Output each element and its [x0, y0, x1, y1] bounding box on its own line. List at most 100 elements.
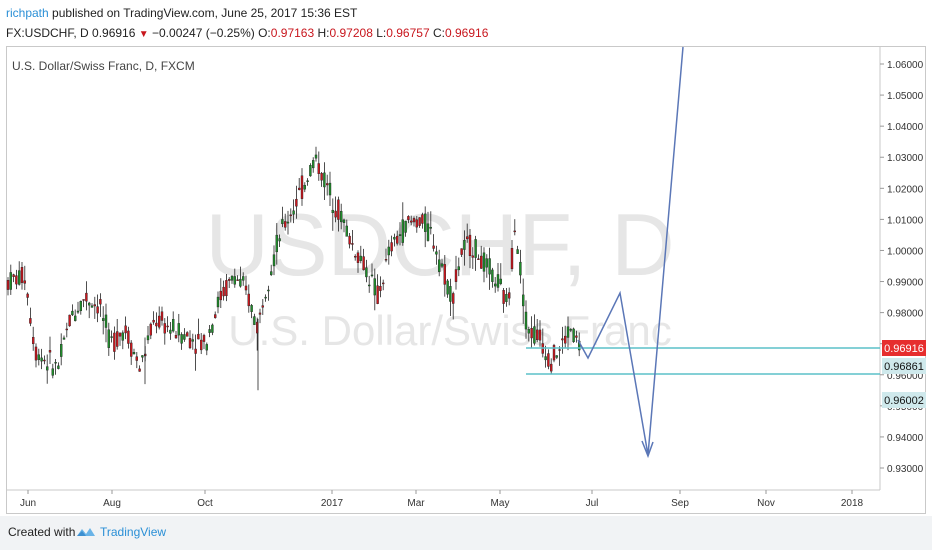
candle-body	[401, 219, 404, 243]
candle-body	[494, 283, 497, 287]
candle-body	[552, 345, 556, 361]
candle-body	[524, 311, 528, 330]
footer-bar: Created with TradingView	[0, 516, 932, 550]
low-value: 0.96757	[386, 26, 430, 40]
candle-body	[328, 182, 332, 196]
price-tick-label: 1.00000	[887, 246, 924, 257]
candle-body	[166, 325, 169, 328]
candle-body	[384, 259, 388, 261]
candle-body	[202, 335, 206, 342]
footer-brand-link[interactable]: TradingView	[100, 525, 167, 539]
candle-body	[152, 319, 155, 323]
candle-body	[379, 286, 382, 291]
candle-body	[398, 234, 402, 236]
candle-body	[199, 339, 203, 351]
candle-body	[362, 256, 365, 271]
candle-body	[340, 210, 343, 223]
candle-body	[396, 235, 399, 244]
candle-body	[368, 284, 371, 287]
candle-body	[550, 363, 553, 372]
last-price: 0.96916	[92, 26, 136, 40]
candle-body	[191, 339, 195, 342]
candle-body	[390, 242, 393, 252]
candle-body	[216, 296, 220, 308]
level-tag-2: 0.96002	[882, 392, 926, 408]
candle-body	[96, 306, 99, 314]
candle-body	[60, 344, 63, 357]
candle-body	[236, 279, 239, 281]
candle-body	[468, 234, 472, 257]
price-tick-label: 1.02000	[887, 184, 924, 195]
candle-body	[334, 210, 337, 218]
candle-body	[171, 319, 175, 332]
close-value: 0.96916	[444, 26, 489, 40]
candle-body	[115, 331, 119, 347]
candle-body	[365, 267, 368, 278]
candle-body	[26, 293, 29, 298]
candle-body	[37, 354, 40, 360]
candle-body	[160, 311, 164, 321]
candle-body	[29, 318, 32, 324]
candle-body	[82, 299, 85, 301]
candle-body	[18, 270, 21, 285]
chart-frame[interactable]	[6, 46, 926, 514]
candle-body	[261, 305, 264, 308]
candle-body	[457, 266, 460, 271]
candle-body	[48, 350, 52, 353]
time-tick-label: Jun	[20, 498, 36, 509]
candle-body	[110, 336, 113, 338]
time-tick-label: Oct	[197, 498, 213, 509]
candle-body	[124, 325, 127, 334]
time-tick-label: Nov	[757, 498, 775, 509]
candle-body	[477, 258, 480, 260]
candle-body	[233, 276, 237, 285]
last-price-tag: 0.96916	[882, 340, 926, 356]
candle-body	[180, 334, 183, 344]
price-tick-label: 0.94000	[887, 433, 924, 444]
projection-path[interactable]	[577, 46, 684, 456]
candle-body	[555, 355, 558, 358]
low-label: L:	[376, 26, 387, 40]
candle-body	[312, 160, 315, 169]
candle-body	[284, 221, 287, 228]
candle-body	[508, 292, 511, 299]
candle-body	[485, 258, 488, 268]
candle-body	[533, 326, 536, 344]
candle-body	[317, 163, 320, 174]
candle-body	[407, 216, 410, 220]
candle-body	[536, 329, 539, 341]
price-tick-label: 1.04000	[887, 122, 924, 133]
candle-body	[404, 220, 407, 233]
candle-body	[155, 322, 158, 327]
candle-body	[188, 338, 192, 349]
candle-body	[502, 290, 505, 304]
candle-body	[382, 282, 385, 285]
candle-body	[323, 172, 326, 188]
candle-body	[491, 269, 494, 282]
candle-body	[488, 258, 491, 275]
time-tick-label: 2018	[841, 498, 864, 509]
candle-body	[516, 249, 519, 254]
candle-body	[132, 352, 136, 355]
candle-body	[93, 304, 97, 307]
candle-body	[295, 198, 298, 207]
candle-body	[452, 293, 455, 304]
candle-body	[449, 286, 452, 302]
candle-body	[121, 332, 125, 341]
candle-body	[354, 255, 357, 258]
candle-body	[194, 348, 197, 354]
time-tick-label: 2017	[321, 498, 344, 509]
candle-body	[32, 337, 35, 345]
candle-body	[292, 210, 295, 215]
high-value: 0.97208	[329, 26, 373, 40]
candle-body	[480, 255, 483, 269]
candle-body	[519, 261, 522, 276]
candle-body	[211, 324, 214, 333]
candle-body	[197, 333, 200, 340]
author-link[interactable]: richpath	[6, 6, 49, 20]
candle-body	[6, 280, 10, 290]
candle-body	[446, 280, 449, 295]
candle-body	[513, 230, 516, 233]
price-chart[interactable]: USDCHF, D U.S. Dollar/Swiss Franc 1.0600…	[0, 0, 932, 516]
candle-body	[46, 366, 49, 371]
